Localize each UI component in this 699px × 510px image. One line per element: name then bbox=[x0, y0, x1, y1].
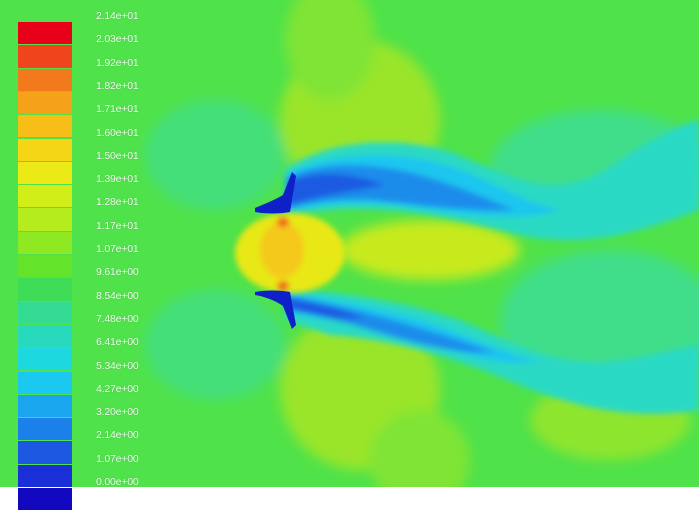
colorbar-swatch bbox=[18, 161, 72, 185]
colorbar-swatch bbox=[18, 348, 72, 371]
velocity-contour-field bbox=[0, 0, 699, 487]
colorbar-label: 1.60e+01 bbox=[96, 126, 139, 139]
region-top-band bbox=[285, 0, 375, 100]
colorbar-label: 2.14e+01 bbox=[96, 10, 139, 22]
colorbar-swatch bbox=[18, 441, 72, 464]
colorbar-label: 3.20e+00 bbox=[96, 406, 139, 419]
colorbar-label: 2.14e+00 bbox=[96, 429, 139, 442]
colorbar-label: 8.54e+00 bbox=[96, 289, 139, 302]
colorbar-swatch bbox=[18, 371, 72, 394]
colorbar-label: 1.82e+01 bbox=[96, 79, 139, 92]
colorbar-label: 1.71e+01 bbox=[96, 103, 139, 116]
upper-jet bbox=[285, 120, 699, 241]
colorbar-label: 7.48e+00 bbox=[96, 312, 139, 325]
colorbar-swatch bbox=[18, 231, 72, 254]
colorbar-swatch bbox=[18, 418, 72, 441]
colorbar-swatch bbox=[18, 91, 72, 115]
colorbar-label: 1.92e+01 bbox=[96, 56, 139, 69]
upper-plate-tip bbox=[255, 172, 296, 214]
lower-plate-tip bbox=[255, 290, 296, 329]
colorbar-label: 1.07e+00 bbox=[96, 452, 139, 465]
colorbar-swatch bbox=[18, 488, 72, 510]
upper-jet-deep bbox=[288, 174, 385, 205]
colorbar-swatch bbox=[18, 324, 72, 348]
colorbar-label: 0.00e+00 bbox=[96, 476, 139, 488]
colorbar-swatch bbox=[18, 45, 72, 68]
colorbar-swatch bbox=[18, 394, 72, 418]
lower-jet-deep bbox=[288, 298, 365, 319]
region-bottom-band bbox=[370, 410, 470, 487]
colorbar-swatch bbox=[18, 464, 72, 487]
colorbar-label: 5.34e+00 bbox=[96, 359, 139, 372]
colorbar-swatch bbox=[18, 115, 72, 138]
colorbar-label: 1.17e+01 bbox=[96, 219, 139, 232]
colorbar-swatch bbox=[18, 22, 72, 45]
colorbar-swatch bbox=[18, 68, 72, 91]
colorbar-legend: 2.14e+01 2.03e+01 1.92e+01 1.82e+01 1.71e+01… bbox=[18, 10, 168, 510]
upper-jet-outer bbox=[285, 120, 699, 241]
throat-orange bbox=[260, 222, 304, 278]
colorbar-label: 1.39e+01 bbox=[96, 173, 139, 186]
colorbar-label: 6.41e+00 bbox=[96, 336, 139, 349]
colorbar-label: 2.03e+01 bbox=[96, 33, 139, 46]
colorbar-label: 4.27e+00 bbox=[96, 382, 139, 395]
colorbar-swatch bbox=[18, 301, 72, 324]
region-wake-far-lower bbox=[500, 250, 699, 390]
colorbar-label: 1.50e+01 bbox=[96, 149, 139, 162]
colorbar-swatch bbox=[18, 185, 72, 208]
colorbar-swatch bbox=[18, 208, 72, 231]
lower-jet bbox=[285, 290, 699, 414]
region-left-lobe-lower bbox=[145, 290, 285, 400]
throat-red-spot-upper bbox=[277, 217, 289, 227]
colorbar-label: 9.61e+00 bbox=[96, 266, 139, 279]
region-center-wake bbox=[340, 220, 520, 280]
colorbar-swatch bbox=[18, 255, 72, 278]
colorbar-label: 1.07e+01 bbox=[96, 243, 139, 255]
throat-region bbox=[235, 213, 345, 293]
colorbar-swatch bbox=[18, 278, 72, 301]
plate-edges bbox=[255, 172, 296, 329]
colorbar-label: 1.28e+01 bbox=[96, 196, 139, 209]
region-left-lobe-upper bbox=[145, 100, 285, 210]
throat-red-spot-lower bbox=[277, 281, 289, 291]
colorbar-swatch bbox=[18, 138, 72, 161]
